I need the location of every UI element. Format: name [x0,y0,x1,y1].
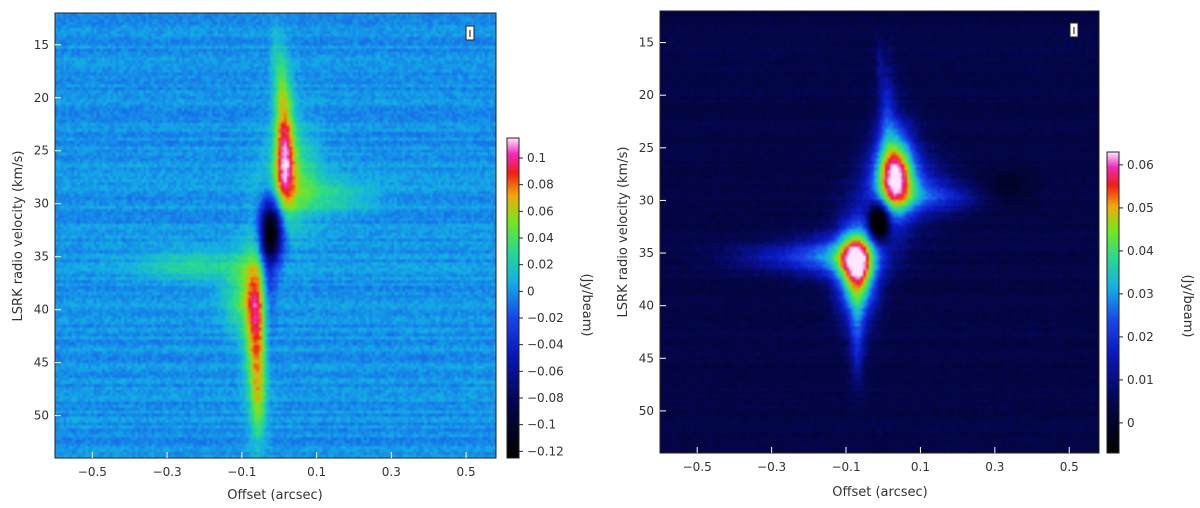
x-tick-label: 0.3 [985,460,1004,474]
y-tick-label: 50 [34,409,49,423]
y-tick-label: 20 [639,88,654,102]
colorbar-left [507,138,519,458]
y-axis-label-right: LSRK radio velocity (km/s) [616,147,631,318]
x-tick-label: 0.1 [307,465,326,479]
colorbar-frame-left [506,137,520,459]
y-tick-label: 40 [34,303,49,317]
colorbar-tick-label: −0.02 [527,311,564,325]
colorbar-tick-label: 0.04 [527,231,554,245]
colorbar-tick-label: 0.05 [1127,201,1154,215]
y-tick-label: 15 [639,36,654,50]
y-tick-label: 20 [34,91,49,105]
stokes-label-right: I [1073,26,1076,37]
y-tick-label: 30 [639,193,654,207]
x-tick-label: 0.5 [457,465,476,479]
y-tick-label: 25 [639,141,654,155]
colorbar-tick-label: −0.04 [527,338,564,352]
y-tick-label: 35 [34,250,49,264]
x-tick-label: −0.3 [757,460,786,474]
x-ticks-left: −0.5 −0.3 −0.1 0.1 0.3 0.5 [78,452,476,479]
colorbar-tick-label: 0.02 [1127,330,1154,344]
heatmap-image-left [55,13,496,458]
y-axis-label-left: LSRK radio velocity (km/s) [11,151,26,322]
colorbar-label-left: (Jy/beam) [579,274,594,337]
colorbar-right [1107,152,1119,453]
y-ticks-left: 15 20 25 30 35 40 45 50 [34,38,61,423]
heatmap-image-right [660,11,1099,453]
panel-left: −0.5 −0.3 −0.1 0.1 0.3 0.5 15 20 25 30 35 40 45 50 O… [11,12,594,503]
colorbar-tick-label: −0.12 [527,444,564,458]
plot-frame-right [659,10,1100,454]
x-ticks-right: −0.5 −0.3 −0.1 0.1 0.3 0.5 [683,447,1079,474]
x-axis-label-left: Offset (arcsec) [227,488,322,503]
panel-right: −0.5 −0.3 −0.1 0.1 0.3 0.5 15 20 25 30 35 40 45 50 O… [616,10,1195,500]
colorbar-ticks-right: 0.06 0.05 0.04 0.03 0.02 0.01 0 [1119,158,1154,430]
colorbar-tick-label: 0.08 [527,178,554,192]
x-tick-label: −0.3 [153,465,182,479]
x-tick-label: −0.1 [831,460,860,474]
x-axis-label-right: Offset (arcsec) [832,485,927,500]
stokes-badge-right [1069,22,1079,38]
colorbar-frame-right [1106,151,1120,454]
y-tick-label: 30 [34,197,49,211]
y-tick-label: 45 [639,351,654,365]
x-tick-label: 0.5 [1060,460,1079,474]
x-tick-label: 0.1 [911,460,930,474]
y-tick-label: 15 [34,38,49,52]
x-tick-label: −0.5 [683,460,712,474]
plot-frame-left [54,12,497,459]
stokes-badge-left [465,25,475,41]
colorbar-ticks-left: 0.1 0.08 0.06 0.04 0.02 0 −0.02 −0.04 −0.06 −0.08… [519,151,564,458]
colorbar-tick-label: −0.06 [527,364,564,378]
y-tick-label: 25 [34,144,49,158]
y-tick-label: 35 [639,246,654,260]
colorbar-tick-label: 0.01 [1127,373,1154,387]
y-ticks-right: 15 20 25 30 35 40 45 50 [639,36,666,418]
x-tick-label: 0.3 [382,465,401,479]
colorbar-tick-label: 0.06 [527,204,554,218]
colorbar-tick-label: 0.06 [1127,158,1154,172]
colorbar-tick-label: 0 [527,284,535,298]
stokes-label-left: I [469,29,472,40]
colorbar-tick-label: 0.03 [1127,287,1154,301]
x-tick-label: −0.1 [227,465,256,479]
y-tick-label: 50 [639,404,654,418]
y-tick-label: 45 [34,356,49,370]
colorbar-tick-label: 0.04 [1127,244,1154,258]
colorbar-tick-label: −0.1 [527,418,556,432]
colorbar-tick-label: 0.02 [527,258,554,272]
y-tick-label: 40 [639,299,654,313]
colorbar-tick-label: 0.1 [527,151,546,165]
colorbar-label-right: (Jy/beam) [1180,275,1195,338]
colorbar-tick-label: −0.08 [527,391,564,405]
x-tick-label: −0.5 [78,465,107,479]
colorbar-tick-label: 0 [1127,416,1135,430]
